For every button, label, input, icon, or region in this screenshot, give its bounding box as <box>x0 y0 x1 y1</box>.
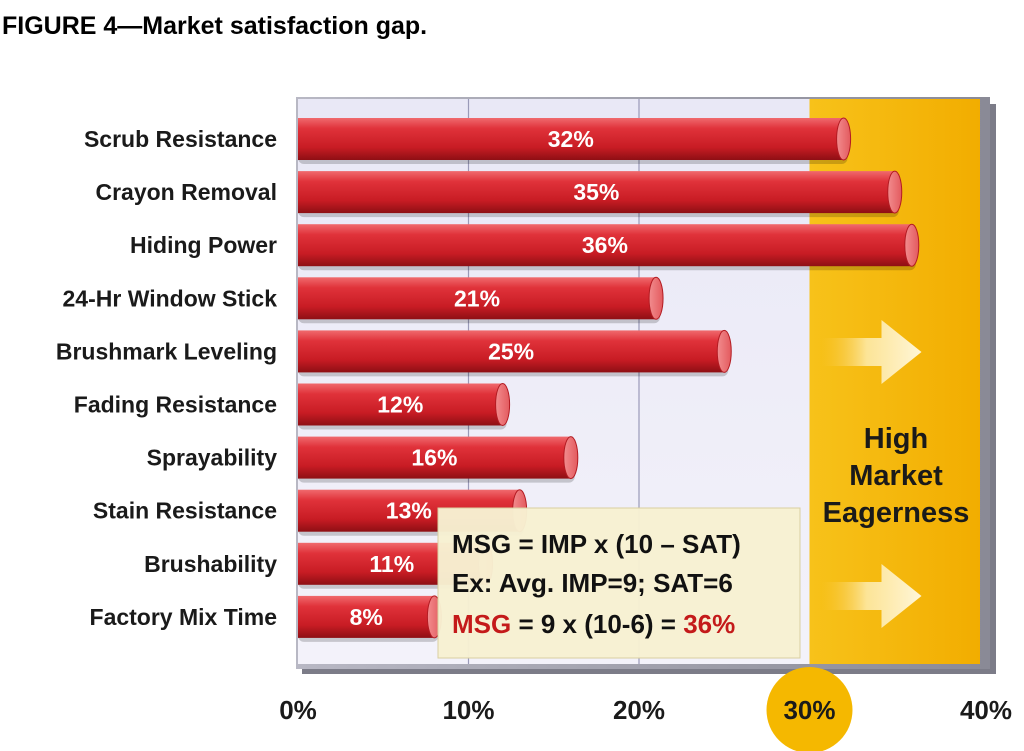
formula-box-bg <box>437 507 801 659</box>
x-tick-label: 0% <box>279 695 317 725</box>
bar-value-label: 8% <box>350 604 383 630</box>
bar <box>298 118 844 160</box>
bar <box>298 436 571 479</box>
bar-row: Fading Resistance 12% <box>74 383 511 430</box>
formula-expression: = 9 x (10-6) = <box>511 609 683 639</box>
bar-row: 24-Hr Window Stick 21% <box>63 276 664 324</box>
formula-line1: MSG = IMP x (10 – SAT) <box>452 529 741 559</box>
category-label: Crayon Removal <box>95 179 277 205</box>
zone-arrow-2 <box>821 564 922 628</box>
bar <box>298 383 503 426</box>
formula-line2: Ex: Avg. IMP=9; SAT=6 <box>452 568 733 598</box>
bar-value-label: 13% <box>386 498 432 524</box>
bar-value-label: 21% <box>454 285 500 311</box>
bar <box>298 595 435 638</box>
bar-row: Crayon Removal 35% <box>95 170 903 218</box>
category-label: 24-Hr Window Stick <box>63 285 278 311</box>
formula-msg-term: MSG <box>452 609 511 639</box>
zone-label-line2: Market <box>849 460 943 492</box>
bar-value-label: 32% <box>548 126 594 152</box>
bar-value-label: 25% <box>488 338 534 364</box>
bar-cap <box>887 170 903 214</box>
formula-line3: MSG = 9 x (10-6) = 36% <box>452 609 735 639</box>
category-label: Brushability <box>144 551 277 577</box>
formula-box: MSG = IMP x (10 – SAT) Ex: Avg. IMP=9; S… <box>437 507 801 659</box>
bar-cap <box>563 436 579 480</box>
category-label: Scrub Resistance <box>84 126 277 152</box>
highlight-tick-circle <box>766 667 853 751</box>
bar-cap <box>648 276 664 320</box>
bar-cap <box>836 117 852 161</box>
bar-row: Scrub Resistance 32% <box>84 117 852 164</box>
category-label: Sprayability <box>147 445 278 471</box>
zone-label-line3: Eagerness <box>823 497 970 529</box>
x-tick-label: 10% <box>442 695 494 725</box>
category-label: Stain Resistance <box>93 498 277 524</box>
bar-value-label: 35% <box>573 179 619 205</box>
category-label: Fading Resistance <box>74 392 277 418</box>
bar-cap <box>495 383 511 426</box>
category-label: Factory Mix Time <box>90 604 277 630</box>
formula-result: 36% <box>683 609 735 639</box>
zone-label-line1: High <box>864 423 928 455</box>
zone-label: High Market Eagerness <box>823 423 970 529</box>
bar-value-label: 12% <box>377 392 423 418</box>
bar-row: Factory Mix Time 8% <box>90 595 442 642</box>
bar-row: Brushmark Leveling 25% <box>56 329 732 377</box>
bar <box>298 277 657 320</box>
bar <box>298 330 725 373</box>
category-label: Hiding Power <box>130 232 277 258</box>
zone-arrow-1 <box>821 320 922 384</box>
bar-row: Sprayability 16% <box>147 436 579 483</box>
bar <box>298 171 895 214</box>
bar-row: Hiding Power 36% <box>130 223 920 271</box>
bar-value-label: 36% <box>582 232 628 258</box>
bar-value-label: 11% <box>369 551 414 577</box>
bar-cap <box>716 329 732 373</box>
bar <box>298 224 912 267</box>
x-tick-label: 30% <box>783 695 835 725</box>
figure-title: FIGURE 4—Market satisfaction gap. <box>2 12 427 40</box>
x-tick-label: 20% <box>613 695 665 725</box>
x-tick-label: 40% <box>960 695 1012 725</box>
category-label: Brushmark Leveling <box>56 338 277 364</box>
bar-cap <box>904 223 920 267</box>
bar-value-label: 16% <box>411 445 457 471</box>
